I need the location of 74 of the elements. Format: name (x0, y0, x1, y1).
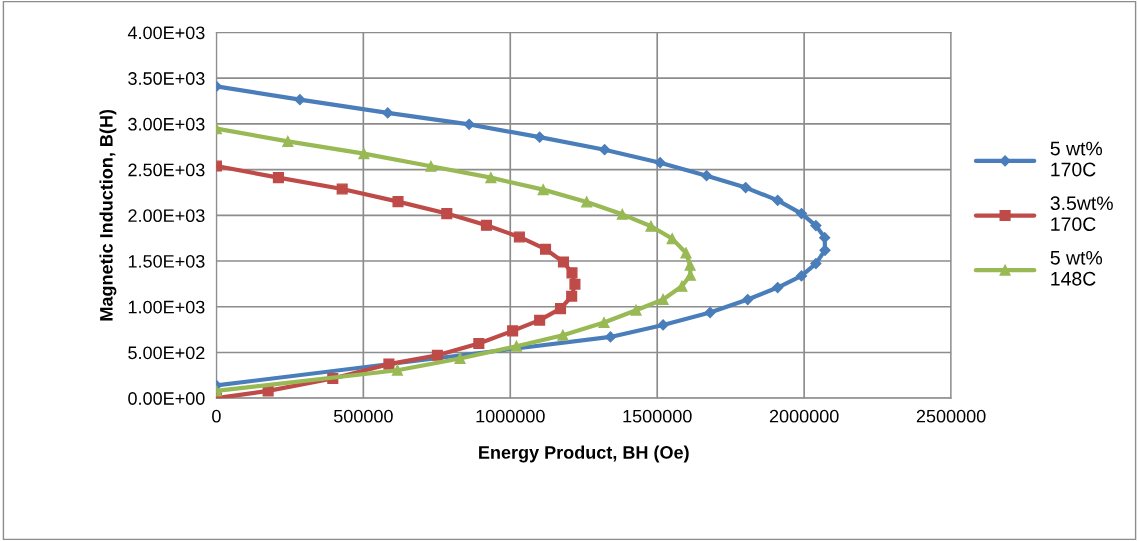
point (742, 293, 754, 306)
point (557, 256, 570, 268)
point (513, 231, 525, 243)
point (431, 349, 443, 361)
point (383, 358, 395, 370)
point (598, 317, 610, 329)
point (480, 219, 493, 231)
point (680, 247, 692, 259)
point (684, 259, 696, 271)
y-tick-label: 3.50E+03 (128, 72, 205, 85)
point (473, 337, 485, 350)
point (534, 131, 546, 143)
point (485, 172, 497, 184)
point (772, 194, 784, 206)
x-tick-label: 1500000 (623, 409, 692, 423)
point (382, 107, 394, 119)
point (454, 352, 466, 365)
y-tick-label: 3.00E+03 (128, 117, 205, 131)
point (630, 304, 642, 316)
x-tick-label: 500000 (333, 409, 393, 423)
point (425, 160, 437, 172)
point (441, 208, 453, 220)
y-tick-label: 4.00E+03 (127, 26, 205, 40)
point (810, 257, 822, 270)
point (392, 196, 404, 208)
point (566, 267, 578, 279)
point (795, 270, 808, 282)
point (657, 319, 669, 331)
point (772, 281, 784, 294)
x-tick-label: 2000000 (769, 409, 839, 423)
y-axis-title: Magnetic Induction, B(H) (99, 109, 117, 321)
point (272, 172, 284, 184)
legend-label: 5 wt% 148C (1050, 251, 1103, 286)
point (569, 278, 581, 290)
point (507, 325, 519, 337)
x-tick-label: 1000000 (476, 409, 545, 423)
point (282, 135, 294, 147)
point (537, 184, 549, 196)
point (700, 170, 713, 182)
legend-label: 3.5wt% 170C (1050, 196, 1113, 232)
point (740, 182, 752, 194)
point (581, 196, 593, 208)
point (795, 207, 808, 220)
point (534, 314, 546, 326)
point (566, 290, 578, 302)
point (704, 306, 716, 319)
y-tick-label: 2.50E+03 (128, 163, 205, 177)
x-axis-title: Energy Product, BH (Oe) (479, 445, 689, 463)
y-tick-label: 1.00E+03 (128, 300, 205, 314)
x-tick-label: 2500000 (916, 409, 986, 423)
point (598, 144, 611, 156)
point (358, 148, 370, 160)
point (676, 280, 688, 292)
point (645, 220, 657, 232)
point (604, 331, 617, 343)
point (810, 219, 822, 232)
x-tick-label: 0 (212, 409, 221, 423)
point (391, 364, 403, 376)
point (554, 303, 567, 315)
point (336, 183, 348, 195)
y-tick-label: 1.50E+03 (128, 254, 205, 268)
y-tick-label: 0.00E+00 (128, 392, 205, 405)
point (654, 157, 666, 169)
point (657, 293, 669, 306)
y-tick-label: 2.00E+03 (128, 209, 205, 223)
legend-label: 5 wt% 170C (1050, 141, 1103, 177)
point (666, 233, 678, 245)
y-tick-label: 5.00E+02 (128, 346, 205, 360)
point (294, 94, 306, 106)
point (510, 340, 522, 352)
point (557, 329, 569, 341)
point (616, 208, 628, 220)
point (539, 243, 552, 255)
point (463, 118, 475, 130)
